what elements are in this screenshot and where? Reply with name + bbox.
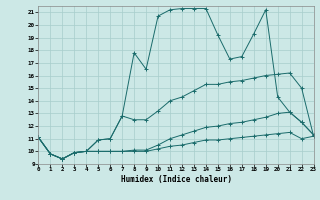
X-axis label: Humidex (Indice chaleur): Humidex (Indice chaleur)	[121, 175, 231, 184]
